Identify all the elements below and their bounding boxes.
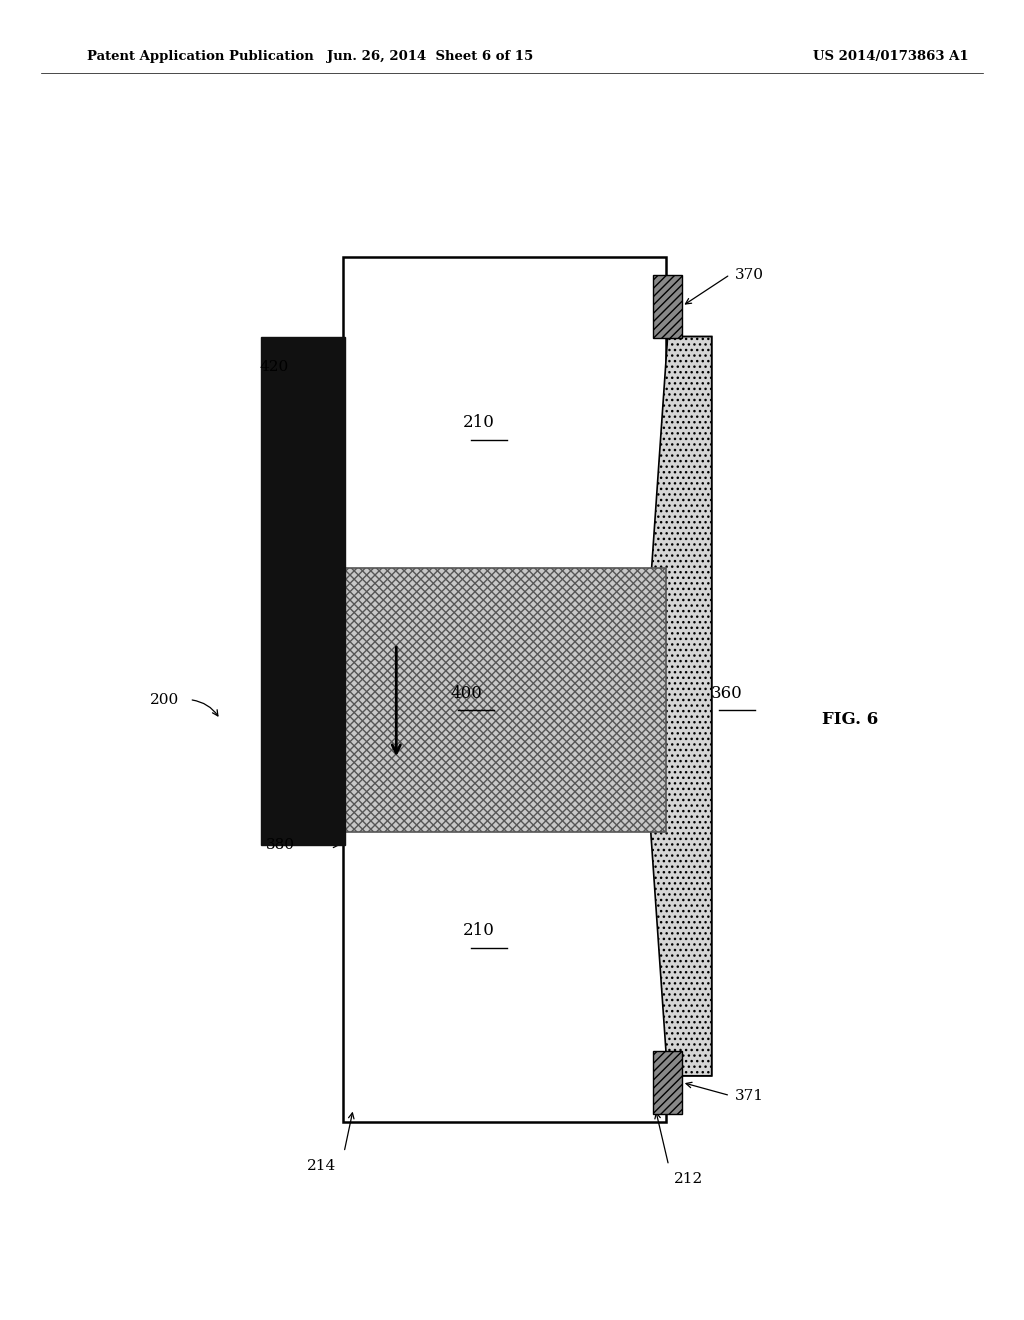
Text: FIG. 6: FIG. 6 <box>822 711 878 727</box>
Text: Patent Application Publication: Patent Application Publication <box>87 50 313 63</box>
Text: 214: 214 <box>306 1159 336 1172</box>
Bar <box>653 1051 682 1114</box>
Text: 200: 200 <box>150 693 179 706</box>
Polygon shape <box>642 337 712 1076</box>
Bar <box>343 257 666 1122</box>
Text: Jun. 26, 2014  Sheet 6 of 15: Jun. 26, 2014 Sheet 6 of 15 <box>327 50 534 63</box>
Text: 210: 210 <box>463 923 496 939</box>
Text: 210: 210 <box>463 414 496 430</box>
Text: 212: 212 <box>674 1172 703 1185</box>
Bar <box>343 568 666 832</box>
FancyBboxPatch shape <box>668 337 712 1076</box>
Bar <box>343 568 666 832</box>
Text: US 2014/0173863 A1: US 2014/0173863 A1 <box>813 50 969 63</box>
Bar <box>653 275 682 338</box>
Text: 360: 360 <box>711 685 743 701</box>
Text: 371: 371 <box>735 1089 764 1102</box>
Bar <box>261 337 345 845</box>
Text: 370: 370 <box>735 268 764 281</box>
Text: 380: 380 <box>266 838 295 851</box>
Text: 420: 420 <box>259 360 289 374</box>
Text: 400: 400 <box>450 685 482 701</box>
